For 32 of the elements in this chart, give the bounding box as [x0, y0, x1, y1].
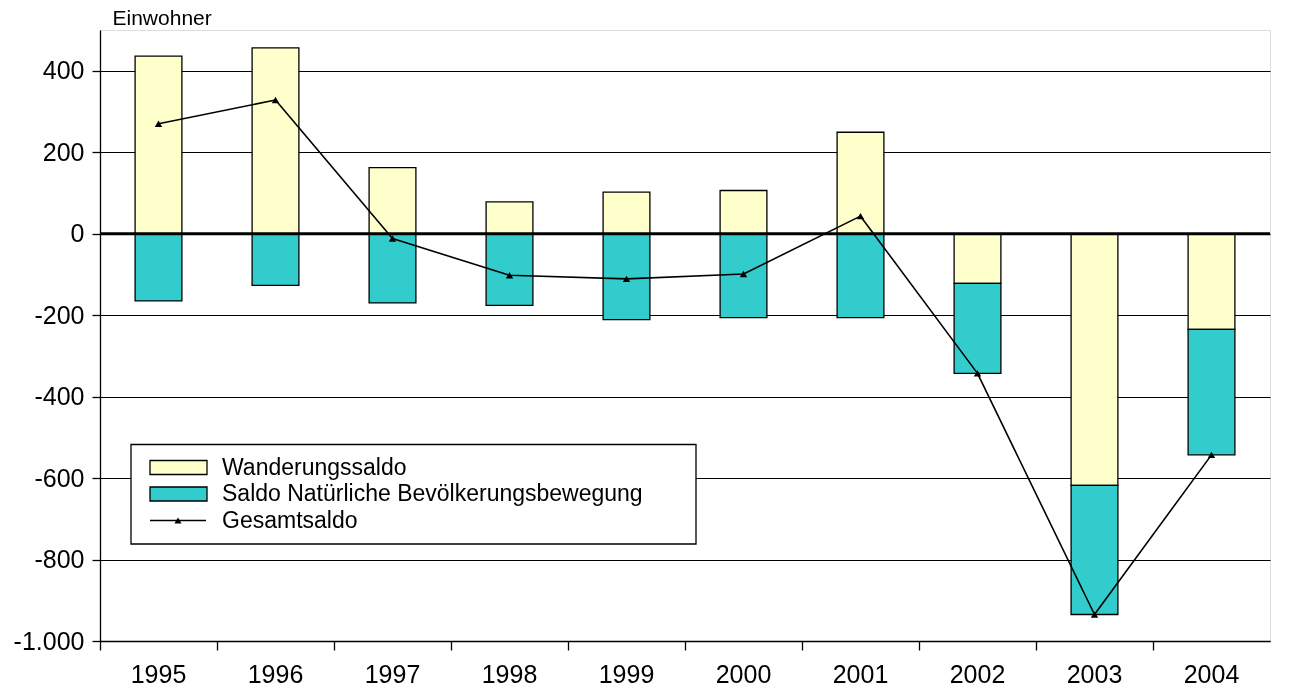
point: [856, 212, 865, 220]
y-tick-label: 0: [70, 219, 85, 248]
point: [739, 270, 748, 278]
x-tick-label: 1998: [481, 659, 538, 688]
x-tick-label: 2000: [715, 659, 772, 688]
point: [622, 275, 631, 283]
y-tick-label: -600: [34, 463, 85, 492]
point: [154, 120, 163, 127]
point: [1207, 451, 1216, 459]
legend-label: Saldo Natürliche Bevölkerungsbewegung: [222, 480, 643, 506]
point: [271, 96, 280, 104]
x-tick-label: 2001: [832, 659, 889, 688]
point: [388, 235, 397, 242]
x-tick-label: 2003: [1066, 659, 1123, 688]
y-tick-label: 200: [42, 137, 85, 166]
y-tick-label: -400: [34, 382, 85, 411]
y-tick-label: -200: [34, 300, 85, 329]
x-tick-label: 1997: [364, 659, 421, 688]
y-tick-label: -800: [34, 545, 85, 574]
y-tick-label: 400: [42, 56, 85, 85]
point: [505, 272, 514, 279]
y-tick-label: -1.000: [13, 626, 85, 655]
legend-label: Gesamtsaldo: [222, 506, 358, 533]
x-tick-label: 1995: [130, 659, 187, 688]
y-axis-title: Einwohner: [112, 5, 212, 29]
x-tick-label: 1999: [598, 659, 655, 688]
x-tick-label: 2004: [1183, 659, 1240, 688]
point: [973, 370, 982, 377]
legend-label: Wanderungssaldo: [222, 453, 407, 480]
x-tick-label: 2002: [949, 659, 1006, 688]
point: [1090, 611, 1099, 618]
x-tick-label: 1996: [247, 659, 304, 688]
